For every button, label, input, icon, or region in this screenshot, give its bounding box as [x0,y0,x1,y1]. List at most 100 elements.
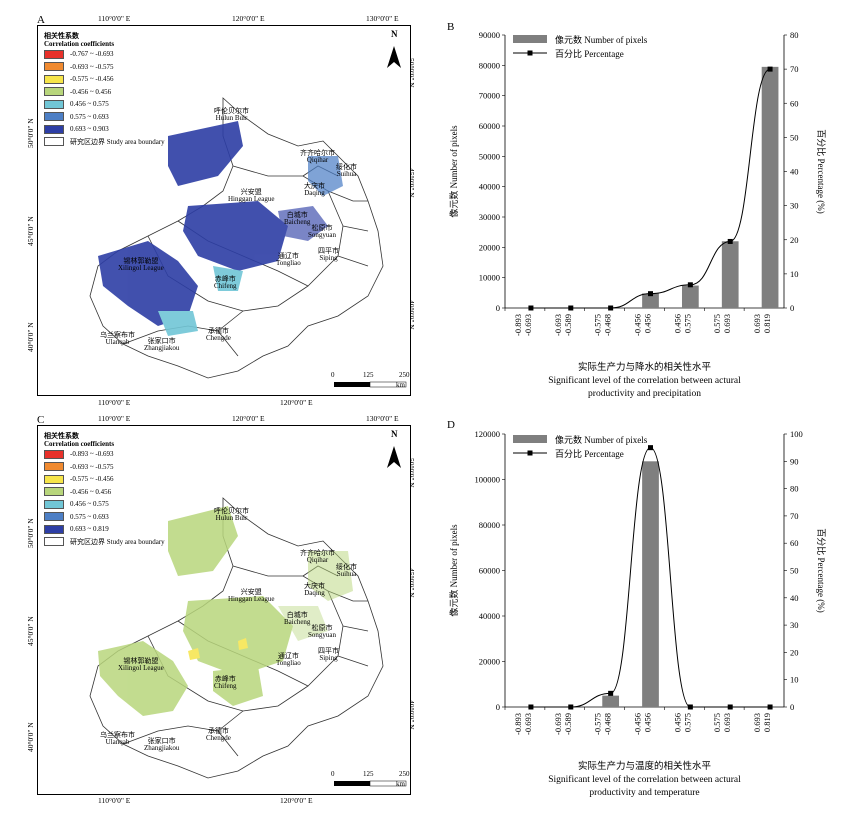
x-tick-label: -0.468 [603,314,613,336]
place-label: 松原市 Songyuan [308,624,336,640]
y-tick-label: 80000 [479,520,500,530]
legend-swatch [44,474,64,484]
legend-line-marker [527,450,533,456]
map-c-canvas [89,446,407,787]
bar [681,285,699,308]
place-label: 锡林郭勒盟 Xilingol League [118,257,164,273]
bottom-tick-c-1: 120°0'0" E [280,796,313,805]
bar [642,461,659,707]
panel-letter: B [447,21,454,33]
place-label: 呼伦贝尔市 Hulun Buir [214,507,249,523]
x-tick-label: 0.575 [712,713,722,732]
north-label: N [391,429,398,439]
map-c: 相关性系数 Correlation coefficients -0.893 ~ … [37,425,411,795]
x-tick-label: 0.575 [682,314,692,333]
legend-swatch [44,499,64,509]
place-label: 锡林郭勒盟 Xilingol League [118,657,164,673]
scale-unit: km [396,381,405,389]
percentage-point [767,704,773,710]
y-tick-label: 120000 [475,429,501,439]
y-tick-label: 20000 [479,242,500,252]
x-tick-label: 0.456 [643,314,653,333]
place-label: 绥化市 Suihua [336,163,357,179]
x-axis-title-en: Significant level of the correlation bet… [548,774,741,785]
legend-swatch [44,462,64,472]
x-tick-label: -0.575 [593,713,603,735]
x-tick-label: -0.693 [553,713,563,735]
bar [721,241,739,308]
legend-swatch [44,124,64,134]
x-tick-label: -0.589 [563,713,573,735]
x-tick-label: 0.456 [643,713,653,732]
legend-item: -0.767 ~ -0.693 [44,48,165,61]
y2-tick-label: 100 [790,429,803,439]
legend-item: -0.456 ~ 0.456 [44,86,165,99]
x-axis-title-en: productivity and temperature [589,788,699,798]
panel-letter-c: C [37,414,45,426]
legend-label: 0.575 ~ 0.693 [70,112,109,121]
legend-title-cn: 相关性系数 [44,432,79,440]
top-tick-a-2: 130°0'0" E [366,14,399,23]
x-tick-label: -0.468 [603,713,613,735]
place-label: 四平市 Siping [318,247,339,263]
legend-label: -0.693 ~ -0.575 [70,62,114,71]
y2-tick-label: 80 [790,30,799,40]
legend-title-en: Correlation coefficients [44,440,115,449]
legend-swatch [44,99,64,109]
y2-axis-title: 百分比 Percentage (%) [816,129,827,213]
y2-tick-label: 40 [790,593,799,603]
percentage-point [528,305,534,311]
y2-tick-label: 30 [790,620,799,630]
x-axis-title-en: productivity and precipitation [588,389,701,399]
legend-label: -0.767 ~ -0.693 [70,50,114,59]
y2-tick-label: 60 [790,98,799,108]
x-tick-label: 0.819 [762,314,772,333]
legend-item: -0.575 ~ -0.456 [44,73,165,86]
legend-item: 研究区边界 Study area boundary [44,536,165,549]
percentage-point [648,291,653,297]
y-tick-label: 0 [496,702,500,712]
legend-swatch [44,512,64,522]
legend-label: 0.456 ~ 0.575 [70,500,109,509]
y2-tick-label: 20 [790,235,799,245]
x-tick-label: -0.456 [633,713,643,735]
place-label: 大庆市 Daqing [304,582,325,598]
legend-swatch [44,62,64,72]
x-tick-label: 0.693 [752,713,762,732]
x-tick-label: -0.893 [513,713,523,735]
y2-tick-label: 10 [790,269,799,279]
panel-letter: D [447,419,455,431]
y2-tick-label: 70 [790,511,799,521]
y2-tick-label: 70 [790,64,799,74]
y-tick-label: 70000 [479,91,500,101]
map-a-scalebar [334,381,407,388]
y2-tick-label: 40 [790,167,799,177]
percentage-point [608,690,614,696]
legend-label: 0.693 ~ 0.819 [70,525,109,534]
place-label: 赤峰市 Chifeng [214,275,237,291]
legend-title-en: Correlation coefficients [44,40,115,49]
legend-item: 0.456 ~ 0.575 [44,98,165,111]
bar [642,293,659,308]
y-tick-label: 0 [496,303,500,313]
y-tick-label: 40000 [479,611,500,621]
x-tick-label: 0.819 [762,713,772,732]
legend-swatch [44,487,64,497]
legend-label: -0.693 ~ -0.575 [70,462,114,471]
legend-label: -0.575 ~ -0.456 [70,475,114,484]
legend-label: 0.575 ~ 0.693 [70,512,109,521]
percentage-point [608,305,614,311]
legend-swatch [44,74,64,84]
x-axis-title-cn: 实际生产力与温度的相关性水平 [578,760,712,772]
percentage-point [528,704,534,710]
legend-c: 相关性系数 Correlation coefficients -0.893 ~ … [44,432,165,548]
place-label: 齐齐哈尔市 Qiqihar [300,549,335,565]
place-label: 兴安盟 Hinggan League [228,188,275,204]
x-tick-label: 0.693 [722,314,732,333]
x-tick-label: -0.456 [633,314,643,336]
place-label: 乌兰察布市 Ulanqab [100,331,135,347]
legend-a: 相关性系数 Correlation coefficients -0.767 ~ … [44,32,165,148]
y-tick-label: 30000 [479,212,500,222]
y-axis-title: 像元数 Number of pixels [448,125,459,218]
legend-swatch [44,112,64,122]
